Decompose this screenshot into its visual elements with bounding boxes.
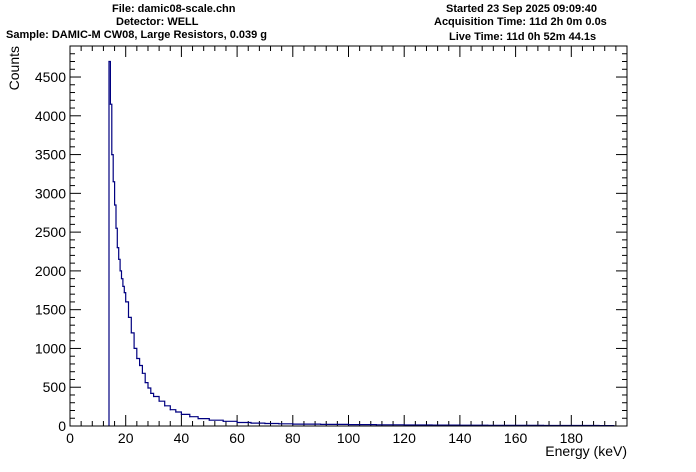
data-point [236, 421, 238, 424]
data-point [292, 423, 294, 425]
data-point [113, 204, 116, 206]
y-axis-ticks [70, 45, 627, 427]
data-point [175, 411, 177, 413]
x-tick-label: 120 [393, 430, 417, 446]
data-point [403, 424, 405, 426]
x-tick-label: 100 [337, 430, 361, 446]
data-point [115, 227, 117, 229]
data-point [133, 347, 135, 350]
data-point [278, 423, 280, 425]
y-tick-label: 500 [43, 379, 67, 395]
x-axis-tick-labels: 0 20 40 60 80 100 120 140 160 180 [66, 430, 583, 446]
x-axis-ticks [69, 46, 628, 426]
y-tick-label: 1500 [35, 302, 66, 318]
x-axis-label: Energy (keV) [545, 443, 627, 459]
data-point [197, 418, 199, 420]
data-point [108, 60, 110, 63]
y-tick-label: 0 [58, 418, 66, 434]
x-tick-label: 40 [174, 430, 190, 446]
data-point [122, 285, 124, 288]
data-point [264, 422, 266, 425]
data-point [127, 316, 130, 319]
data-point [431, 424, 433, 426]
data-point [164, 405, 166, 407]
data-point [347, 424, 350, 426]
data-point [112, 181, 114, 183]
data-point [116, 247, 118, 249]
data-point [180, 413, 182, 415]
live-time-label: Live Time: 11d 0h 52m 44.1s [449, 31, 597, 43]
x-tick-label: 180 [560, 430, 584, 446]
x-tick-label: 20 [118, 430, 134, 446]
data-point [130, 332, 132, 334]
data-point [123, 292, 125, 294]
x-tick-label: 60 [229, 430, 245, 446]
data-point [136, 357, 138, 360]
data-point [139, 364, 141, 367]
sample-label: Sample: DAMIC-M CW08, Large Resistors, 0… [6, 29, 268, 41]
x-tick-label: 80 [285, 430, 301, 446]
data-point [150, 392, 152, 395]
file-label: File: damic08-scale.chn [112, 3, 236, 15]
y-tick-label: 3500 [35, 147, 66, 163]
data-point [120, 278, 123, 280]
data-point [147, 387, 149, 389]
data-point [320, 423, 322, 426]
x-tick-label: 160 [504, 430, 528, 446]
y-tick-label: 4000 [35, 108, 66, 124]
y-tick-label: 4500 [35, 69, 66, 85]
y-tick-label: 3000 [35, 185, 66, 201]
data-point [189, 416, 191, 418]
x-tick-label: 0 [66, 430, 74, 446]
started-label: Started 23 Sep 2025 09:09:40 [446, 3, 598, 15]
y-axis-label: Counts [6, 46, 22, 90]
y-tick-label: 2000 [35, 263, 66, 279]
data-point [158, 400, 160, 402]
data-point [125, 301, 127, 303]
data-point [141, 372, 144, 374]
y-axis-tick-labels: 0 500 1000 1500 2000 2500 3000 3500 4000 4500 [35, 69, 66, 434]
y-tick-label: 2500 [35, 224, 66, 240]
y-tick-label: 1000 [35, 340, 66, 356]
plot-frame [69, 45, 628, 427]
data-point [144, 381, 146, 384]
x-tick-label: 140 [448, 430, 472, 446]
data-point [118, 258, 120, 260]
data-point [169, 409, 171, 411]
data-point [119, 270, 121, 272]
detector-label: Detector: WELL [116, 16, 199, 28]
data-point [111, 153, 113, 156]
data-point [222, 420, 224, 422]
data-point [208, 419, 210, 421]
data-point [152, 395, 155, 398]
data-point [375, 424, 377, 426]
data-point [109, 103, 111, 105]
series-layer [108, 60, 615, 427]
acquisition-time-label: Acquisition Time: 11d 2h 0m 0.0s [434, 16, 607, 28]
series-line [108, 60, 615, 427]
data-point [250, 422, 252, 424]
